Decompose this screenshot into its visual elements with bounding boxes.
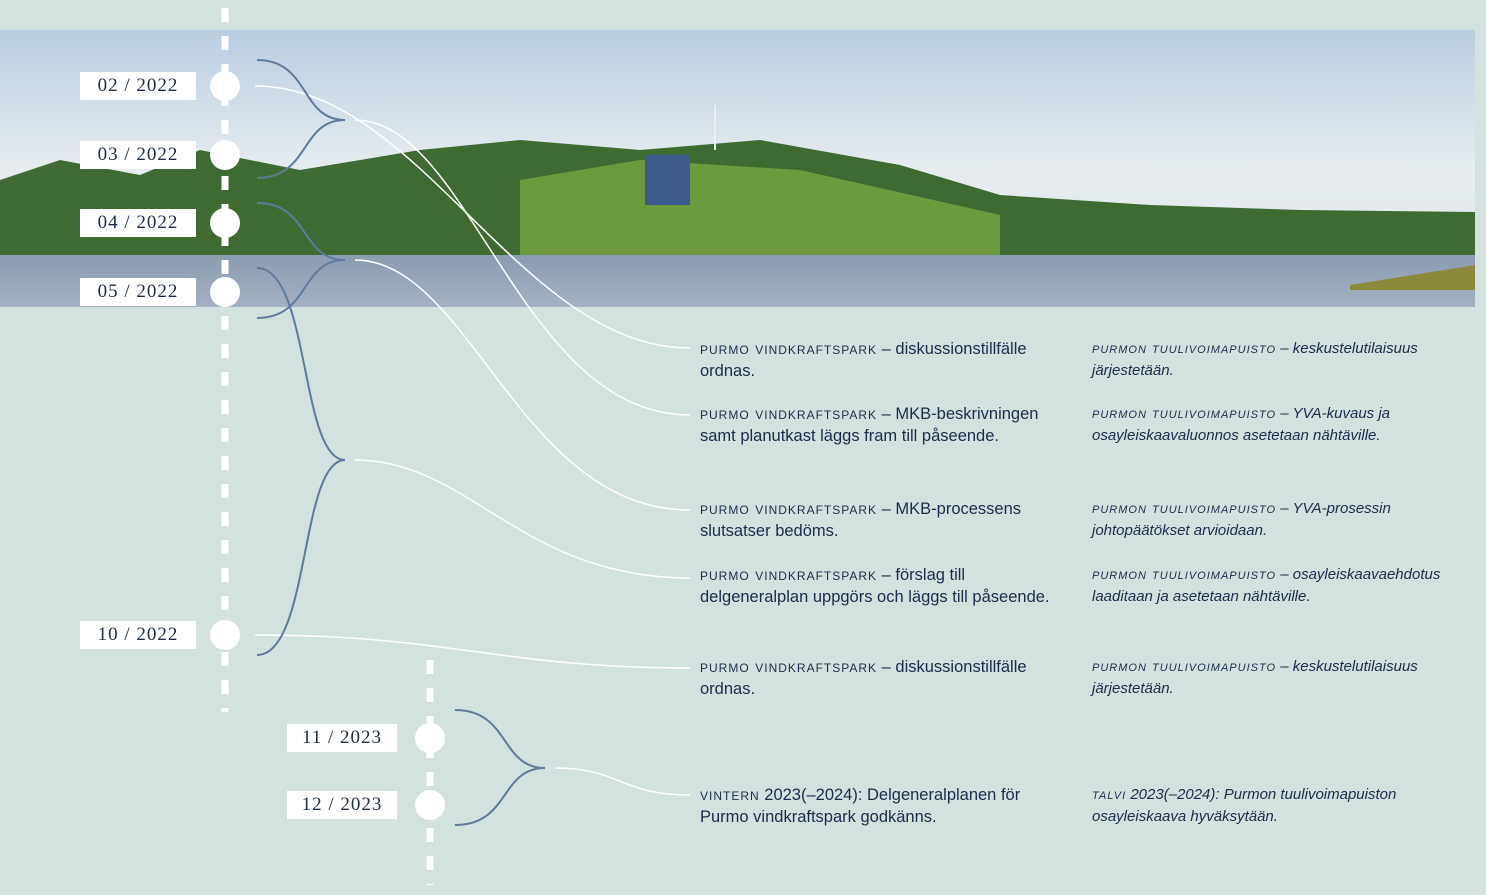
diagram (0, 0, 1486, 895)
entry-sv: purmo vindkraftspark – MKB-processens sl… (700, 498, 1070, 542)
entry-sv: purmo vindkraftspark – diskussionstillfä… (700, 656, 1070, 700)
entry-fi: purmon tuulivoimapuisto – keskustelutila… (1092, 656, 1462, 700)
date-label: 11 / 2023 (287, 724, 397, 752)
date-label: 03 / 2022 (80, 141, 196, 169)
entry-fi: purmon tuulivoimapuisto – YVA-kuvaus ja … (1092, 403, 1462, 447)
entry-fi-prefix: purmon tuulivoimapuisto (1092, 340, 1276, 357)
entry-sv: purmo vindkraftspark – förslag till delg… (700, 564, 1070, 608)
entry-fi: purmon tuulivoimapuisto – osayleiskaavae… (1092, 564, 1462, 608)
entry-sv-prefix: purmo vindkraftspark (700, 340, 877, 358)
entry-fi: purmon tuulivoimapuisto – YVA-prosessin … (1092, 498, 1462, 542)
entry-sv: purmo vindkraftspark – diskussionstillfä… (700, 338, 1070, 382)
entry-fi-prefix: talvi (1092, 786, 1126, 803)
entry-fi: talvi 2023(–2024): Purmon tuulivoimapuis… (1092, 784, 1462, 828)
date-label: 10 / 2022 (80, 621, 196, 649)
entry-sv-prefix: purmo vindkraftspark (700, 658, 877, 676)
entry-sv: purmo vindkraftspark – MKB-beskrivningen… (700, 403, 1070, 447)
entry-sv: vintern 2023(–2024): Delgeneralplanen fö… (700, 784, 1070, 828)
date-label: 04 / 2022 (80, 209, 196, 237)
date-label: 05 / 2022 (80, 278, 196, 306)
entry-fi-text: 2023(–2024): Purmon tuulivoimapuiston os… (1092, 786, 1396, 825)
entry-sv-prefix: vintern (700, 786, 760, 804)
date-label: 12 / 2023 (287, 791, 397, 819)
date-label: 02 / 2022 (80, 72, 196, 100)
entry-sv-prefix: purmo vindkraftspark (700, 405, 877, 423)
entry-fi: purmon tuulivoimapuisto – keskustelutila… (1092, 338, 1462, 382)
entry-fi-prefix: purmon tuulivoimapuisto (1092, 658, 1276, 675)
entry-sv-prefix: purmo vindkraftspark (700, 500, 877, 518)
entry-fi-prefix: purmon tuulivoimapuisto (1092, 566, 1276, 583)
page: 02 / 2022 03 / 2022 04 / 2022 05 / 2022 … (0, 0, 1486, 895)
entry-fi-prefix: purmon tuulivoimapuisto (1092, 500, 1276, 517)
entry-fi-prefix: purmon tuulivoimapuisto (1092, 405, 1276, 422)
entry-sv-prefix: purmo vindkraftspark (700, 566, 877, 584)
